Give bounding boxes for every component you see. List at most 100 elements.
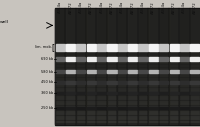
Bar bbox=[77, 101, 85, 102]
Bar bbox=[170, 93, 178, 94]
Bar bbox=[108, 65, 116, 66]
Bar bbox=[180, 75, 189, 76]
Bar bbox=[149, 55, 158, 56]
Bar bbox=[170, 81, 179, 84]
Bar bbox=[179, 9, 189, 124]
Bar bbox=[128, 52, 137, 53]
Bar bbox=[128, 118, 137, 120]
Bar bbox=[87, 93, 96, 94]
Bar bbox=[56, 44, 65, 51]
Bar bbox=[139, 96, 147, 97]
Text: 690 kb: 690 kb bbox=[41, 57, 53, 61]
Bar bbox=[170, 57, 178, 58]
Bar bbox=[180, 98, 189, 99]
Bar bbox=[190, 80, 199, 81]
Bar bbox=[97, 62, 106, 64]
Text: A364a: A364a bbox=[100, 1, 104, 13]
Bar bbox=[56, 85, 65, 86]
Bar bbox=[66, 62, 75, 64]
Bar bbox=[128, 81, 137, 84]
Bar bbox=[76, 57, 85, 61]
Bar bbox=[190, 9, 200, 124]
Bar bbox=[66, 57, 75, 58]
Bar bbox=[149, 57, 158, 61]
Bar bbox=[87, 73, 96, 74]
Bar bbox=[107, 44, 117, 51]
Bar bbox=[159, 93, 168, 94]
Bar bbox=[66, 70, 75, 73]
Bar bbox=[108, 50, 116, 51]
Bar bbox=[139, 116, 147, 117]
Bar bbox=[108, 57, 116, 58]
Bar bbox=[139, 90, 147, 91]
Bar bbox=[128, 113, 137, 114]
Bar bbox=[190, 81, 199, 84]
Bar bbox=[118, 113, 127, 114]
Bar bbox=[159, 70, 168, 71]
Bar bbox=[180, 60, 189, 61]
Bar bbox=[128, 107, 137, 109]
Bar bbox=[128, 70, 137, 71]
Bar bbox=[66, 65, 75, 66]
Bar bbox=[159, 103, 168, 104]
Bar bbox=[139, 73, 147, 74]
Text: AB972: AB972 bbox=[172, 1, 176, 14]
Bar bbox=[190, 107, 199, 109]
Bar bbox=[159, 107, 168, 109]
Bar bbox=[77, 90, 85, 91]
Bar bbox=[190, 60, 199, 61]
Bar bbox=[97, 85, 106, 86]
Bar bbox=[118, 106, 127, 107]
Bar bbox=[97, 81, 106, 84]
Bar bbox=[139, 52, 147, 53]
Bar bbox=[149, 50, 158, 51]
Bar bbox=[66, 50, 75, 51]
Bar bbox=[190, 92, 199, 94]
Bar bbox=[118, 111, 127, 112]
Bar bbox=[56, 68, 65, 69]
Bar bbox=[107, 57, 117, 61]
Bar bbox=[108, 113, 116, 114]
Bar bbox=[190, 57, 199, 61]
Bar bbox=[190, 106, 199, 107]
Bar bbox=[159, 96, 168, 97]
Bar bbox=[66, 118, 75, 120]
Bar bbox=[66, 101, 75, 102]
Bar bbox=[190, 113, 199, 114]
Bar bbox=[180, 96, 189, 97]
Text: AB972: AB972 bbox=[193, 1, 197, 14]
Bar bbox=[149, 62, 158, 64]
Bar bbox=[149, 93, 158, 94]
Bar bbox=[190, 85, 199, 86]
Bar bbox=[180, 121, 189, 122]
Bar bbox=[190, 44, 199, 51]
Bar bbox=[139, 113, 147, 114]
Bar bbox=[108, 103, 116, 104]
Bar bbox=[87, 98, 96, 99]
Bar bbox=[170, 116, 178, 117]
Bar bbox=[66, 60, 75, 61]
Bar bbox=[118, 85, 127, 86]
Bar bbox=[87, 103, 96, 104]
Bar bbox=[190, 68, 199, 69]
Bar bbox=[128, 93, 137, 94]
Bar bbox=[97, 80, 106, 81]
Bar bbox=[77, 47, 85, 48]
Bar bbox=[118, 118, 127, 120]
Bar bbox=[118, 83, 127, 84]
Bar bbox=[128, 78, 137, 79]
Bar bbox=[87, 88, 96, 89]
Bar bbox=[159, 57, 168, 61]
Bar bbox=[87, 92, 96, 94]
Bar bbox=[56, 65, 65, 66]
Bar bbox=[180, 62, 189, 64]
Bar bbox=[108, 101, 116, 102]
Bar bbox=[159, 52, 168, 53]
Bar bbox=[56, 83, 65, 84]
Bar bbox=[55, 8, 200, 125]
Bar bbox=[190, 78, 199, 79]
Bar bbox=[170, 90, 178, 91]
Bar bbox=[139, 85, 147, 86]
Bar bbox=[97, 103, 106, 104]
Bar bbox=[190, 62, 199, 64]
